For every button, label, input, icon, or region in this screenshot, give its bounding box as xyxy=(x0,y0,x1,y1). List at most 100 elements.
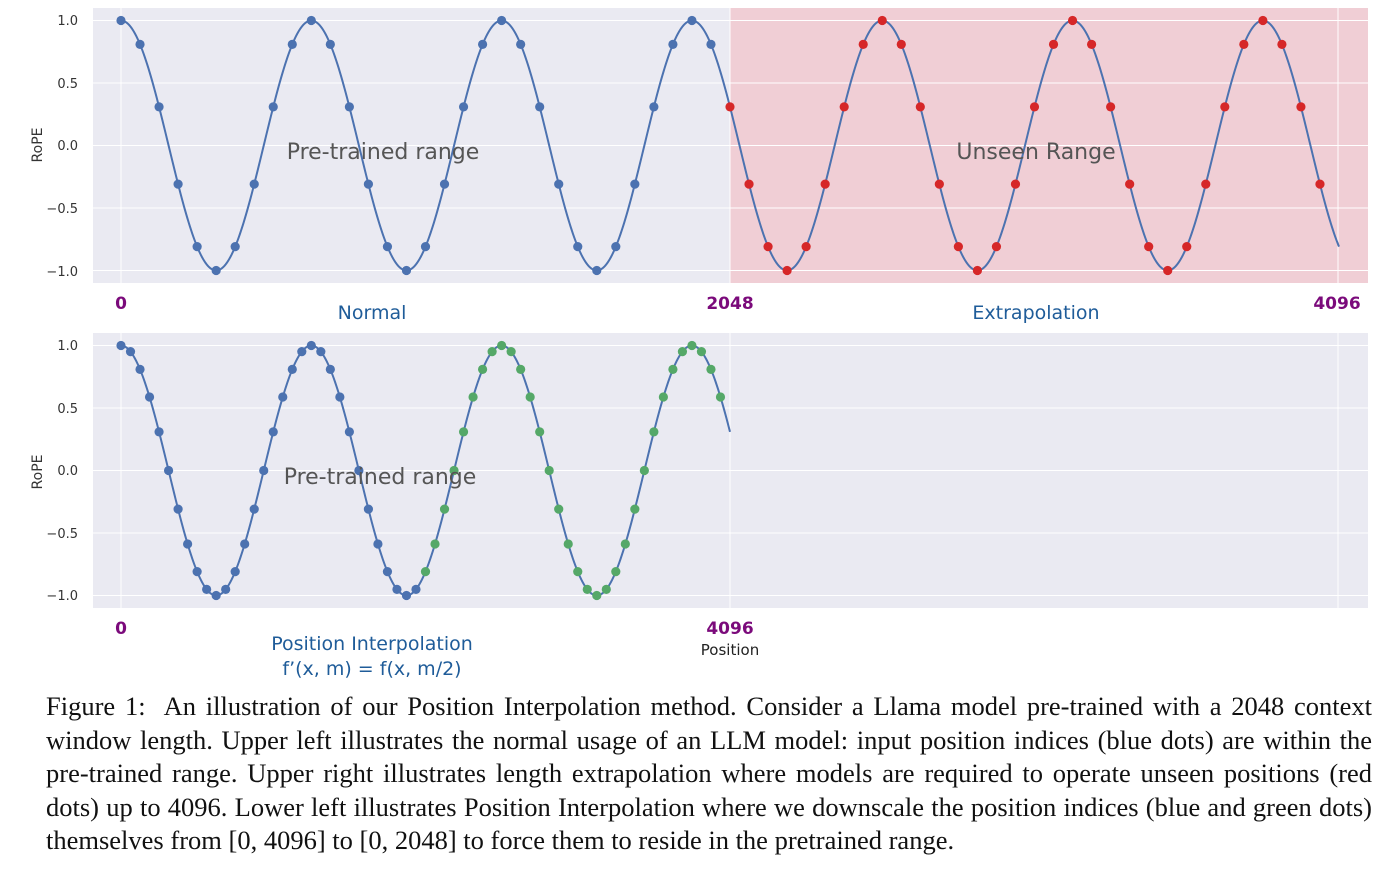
top-ytick: 1.0 xyxy=(57,14,78,29)
rope-dot xyxy=(563,539,573,549)
rope-dot xyxy=(611,567,621,577)
bottom-label-formula: f’(x, m) = f(x, m/2) xyxy=(282,658,461,680)
rope-dot xyxy=(1163,265,1173,276)
rope-dot xyxy=(620,539,630,549)
bottom-label-position-interpolation: Position Interpolation xyxy=(271,633,473,655)
top-label-extrapolation: Extrapolation xyxy=(972,302,1099,324)
rope-dot xyxy=(934,179,944,189)
rope-dot xyxy=(477,39,488,49)
rope-dot xyxy=(259,465,269,476)
top-ytick: 0.0 xyxy=(57,139,78,154)
rope-dot xyxy=(1258,15,1268,26)
rope-dot xyxy=(354,465,364,476)
rope-dot xyxy=(573,242,583,252)
bottom-dots xyxy=(116,340,726,601)
rope-dot xyxy=(135,364,145,374)
rope-dot xyxy=(202,584,212,594)
rope-dot xyxy=(401,590,412,601)
rope-dot xyxy=(649,427,659,437)
rope-dot xyxy=(135,39,145,49)
rope-dot xyxy=(316,347,326,357)
rope-dot xyxy=(668,364,678,374)
top-marker-0: 0 xyxy=(115,294,127,314)
bottom-annotation-pretrained: Pre-trained range xyxy=(284,465,477,490)
rope-dot xyxy=(306,15,316,26)
rope-dot xyxy=(1144,242,1154,252)
bottom-ytick: −1.0 xyxy=(46,589,78,604)
rope-dot xyxy=(439,504,450,514)
rope-dot xyxy=(677,347,688,357)
rope-dot xyxy=(1239,39,1249,49)
rope-dot xyxy=(430,539,440,549)
rope-dot xyxy=(1182,242,1192,252)
rope-dot xyxy=(668,39,678,49)
rope-dot xyxy=(420,567,431,577)
rope-dot xyxy=(401,265,412,276)
rope-dot xyxy=(1220,102,1230,112)
rope-dot xyxy=(420,242,431,252)
rope-dot xyxy=(639,465,649,476)
rope-dot xyxy=(1296,102,1306,112)
rope-dot xyxy=(972,265,983,276)
rope-dot xyxy=(687,340,697,351)
rope-dot xyxy=(782,265,792,276)
rope-dot xyxy=(1029,102,1040,112)
rope-dot xyxy=(173,504,183,514)
rope-dot xyxy=(535,427,545,437)
top-panel: RoPE 1.0 0.5 0.0 −0.5 −1.0 Pre-trained r… xyxy=(30,8,1368,324)
rope-dot xyxy=(497,340,507,351)
rope-dot xyxy=(554,179,564,189)
rope-dot xyxy=(649,102,659,112)
rope-dot xyxy=(411,584,421,594)
rope-dot xyxy=(268,102,278,112)
rope-dot xyxy=(877,15,887,26)
rope-dot xyxy=(458,427,469,437)
rope-dot xyxy=(1277,39,1287,49)
rope-dot xyxy=(458,102,469,112)
rope-dot xyxy=(896,39,906,49)
rope-dot xyxy=(154,427,164,437)
rope-dot xyxy=(363,179,374,189)
rope-dot xyxy=(744,179,754,189)
top-marker-2048: 2048 xyxy=(706,294,753,314)
rope-dot xyxy=(544,465,554,476)
rope-dot xyxy=(601,584,611,594)
rope-dot xyxy=(658,392,668,402)
rope-dot xyxy=(839,102,849,112)
rope-dot xyxy=(706,39,716,49)
rope-dot xyxy=(325,364,335,374)
bottom-ytick: 1.0 xyxy=(57,339,78,354)
rope-dot xyxy=(725,102,735,112)
top-ytick: 0.5 xyxy=(57,77,78,92)
rope-dot xyxy=(392,584,402,594)
rope-dot xyxy=(230,567,240,577)
rope-dot xyxy=(687,15,697,26)
rope-dot xyxy=(154,102,164,112)
rope-dot xyxy=(554,504,564,514)
rope-dot xyxy=(592,265,602,276)
rope-dot xyxy=(173,179,183,189)
bottom-ytick: 0.5 xyxy=(57,402,78,417)
rope-dot xyxy=(363,504,374,514)
rope-dot xyxy=(858,39,868,49)
rope-dot xyxy=(630,504,640,514)
rope-dot xyxy=(1106,102,1116,112)
rope-dot xyxy=(516,364,526,374)
bottom-ytick: 0.0 xyxy=(57,464,78,479)
top-annotation-unseen: Unseen Range xyxy=(956,140,1115,165)
bottom-panel: RoPE 1.0 0.5 0.0 −0.5 −1.0 Pre-trained r… xyxy=(30,333,1368,680)
rope-dot xyxy=(125,347,136,357)
bottom-marker-4096: 4096 xyxy=(706,619,753,639)
rope-dot xyxy=(287,364,297,374)
rope-dot xyxy=(706,364,716,374)
rope-dot xyxy=(573,567,583,577)
rope-dot xyxy=(953,242,963,252)
rope-dot xyxy=(192,242,202,252)
rope-dot xyxy=(1125,179,1135,189)
rope-dot xyxy=(630,179,640,189)
rope-dot xyxy=(1315,179,1325,189)
rope-dot xyxy=(991,242,1002,252)
rope-dot xyxy=(192,567,202,577)
bottom-ylabel: RoPE xyxy=(30,455,46,490)
rope-dot xyxy=(344,102,354,112)
